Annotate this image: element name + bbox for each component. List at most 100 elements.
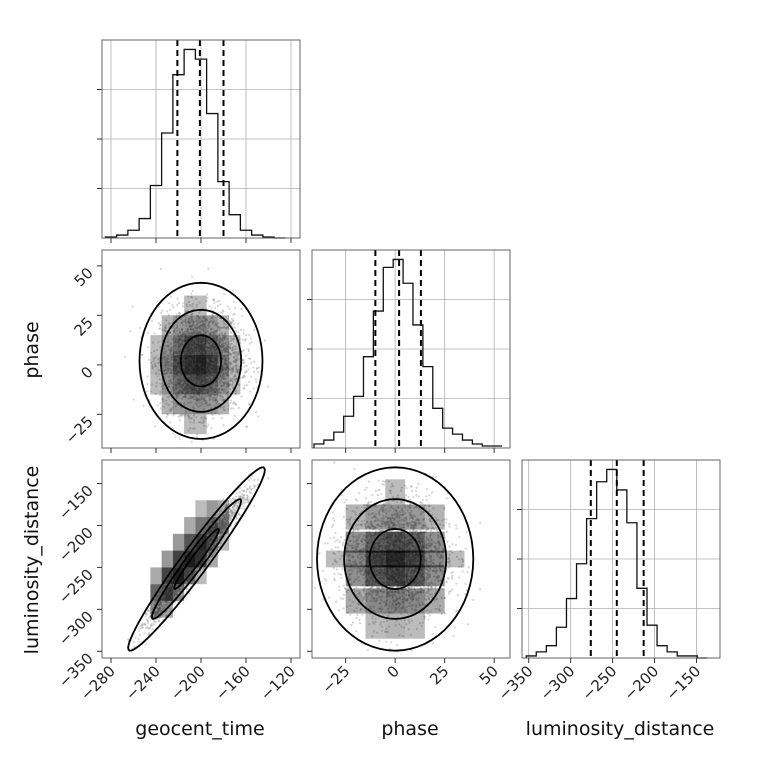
sample-point [218, 402, 221, 405]
sample-point [188, 326, 192, 329]
sample-point [216, 300, 219, 303]
sample-point [221, 312, 224, 315]
sample-point [159, 600, 162, 603]
sample-point [241, 497, 245, 500]
sample-point [247, 496, 250, 499]
sample-point [231, 367, 234, 371]
sample-point [189, 316, 192, 319]
sample-point [195, 323, 198, 327]
sample-point [165, 613, 168, 617]
sample-point [248, 380, 251, 383]
sample-point [222, 522, 225, 525]
sample-point [224, 513, 228, 516]
sample-point [234, 378, 237, 381]
sample-point [231, 380, 234, 384]
sample-point [220, 524, 223, 527]
sample-point [210, 427, 213, 430]
sample-point [243, 361, 246, 364]
sample-point [190, 305, 194, 308]
sample-point [181, 413, 184, 416]
sample-point [234, 521, 237, 524]
density-cell [150, 335, 162, 355]
sample-point [202, 396, 205, 399]
sample-point [203, 316, 206, 319]
sample-point [182, 401, 186, 405]
sample-point [202, 328, 205, 331]
sample-point [218, 518, 221, 521]
sample-point [221, 396, 224, 399]
histogram-luminosity_distance [525, 468, 708, 659]
sample-point [145, 643, 148, 646]
sample-point [153, 612, 157, 615]
sample-point [221, 519, 224, 523]
sample-point [225, 516, 228, 519]
sample-point [227, 518, 230, 521]
sample-point [221, 376, 224, 380]
sample-point [219, 406, 223, 409]
sample-point [180, 588, 183, 591]
sample-point [212, 331, 215, 334]
sample-point [222, 526, 226, 529]
sample-point [159, 391, 162, 394]
sample-point [217, 352, 220, 355]
sample-point [221, 380, 224, 384]
sample-point [234, 361, 237, 364]
sample-point [232, 319, 235, 322]
sample-point [236, 370, 239, 373]
sample-point [222, 521, 225, 524]
sample-point [218, 332, 222, 335]
sample-point [220, 532, 223, 535]
sample-point [220, 527, 223, 531]
sample-point [229, 353, 232, 356]
sample-point [229, 407, 233, 410]
sample-point [256, 366, 259, 370]
sample-point [144, 623, 147, 626]
sample-point [176, 593, 179, 596]
sample-point [219, 340, 222, 343]
sample-point [225, 385, 229, 388]
sample-point [131, 305, 134, 308]
sample-point [173, 327, 176, 330]
sample-point [232, 505, 235, 509]
sample-point [226, 344, 229, 347]
sample-point [208, 325, 211, 328]
sample-point [220, 388, 223, 391]
sample-point [234, 510, 237, 514]
sample-point [200, 416, 203, 419]
sample-point [228, 352, 231, 355]
sample-point [176, 326, 179, 329]
sample-point [233, 306, 236, 309]
sample-point [170, 407, 173, 410]
sample-point [204, 395, 207, 398]
panel-content [123, 267, 269, 448]
sample-point [175, 590, 178, 593]
sample-point [246, 488, 249, 491]
sample-point [225, 327, 228, 330]
sample-point [187, 328, 190, 331]
sample-point [248, 403, 251, 406]
sample-point [194, 330, 198, 333]
sample-point [158, 327, 161, 330]
sample-point [248, 490, 251, 493]
sample-point [223, 334, 226, 337]
sample-point [231, 370, 234, 373]
sample-point [165, 610, 168, 613]
sample-point [249, 390, 252, 393]
sample-point [218, 520, 222, 523]
sample-point [155, 606, 158, 610]
sample-point [164, 344, 167, 347]
sample-point [154, 392, 157, 396]
sample-point [222, 377, 225, 380]
sample-point [204, 319, 207, 322]
sample-point [181, 305, 185, 308]
sample-point [223, 292, 226, 296]
sample-point [207, 324, 210, 327]
sample-point [175, 313, 178, 316]
sample-point [242, 361, 245, 365]
sample-point [224, 523, 227, 526]
sample-point [244, 501, 247, 504]
sample-point [150, 622, 153, 625]
sample-point [173, 594, 176, 597]
sample-point [197, 397, 200, 401]
sample-point [180, 406, 183, 409]
